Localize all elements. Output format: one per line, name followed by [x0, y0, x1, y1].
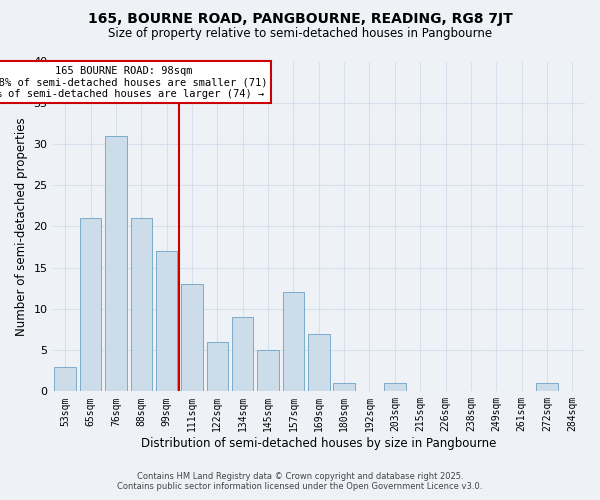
Y-axis label: Number of semi-detached properties: Number of semi-detached properties	[15, 117, 28, 336]
Bar	[334, 383, 355, 392]
Bar	[257, 350, 279, 392]
Bar	[105, 136, 127, 392]
Text: 165, BOURNE ROAD, PANGBOURNE, READING, RG8 7JT: 165, BOURNE ROAD, PANGBOURNE, READING, R…	[88, 12, 512, 26]
Bar	[55, 366, 76, 392]
Bar	[181, 284, 203, 392]
Text: Contains HM Land Registry data © Crown copyright and database right 2025.
Contai: Contains HM Land Registry data © Crown c…	[118, 472, 482, 491]
Bar	[308, 334, 329, 392]
Bar	[232, 317, 253, 392]
Bar	[80, 218, 101, 392]
Bar	[283, 292, 304, 392]
Text: Size of property relative to semi-detached houses in Pangbourne: Size of property relative to semi-detach…	[108, 28, 492, 40]
Bar	[206, 342, 228, 392]
X-axis label: Distribution of semi-detached houses by size in Pangbourne: Distribution of semi-detached houses by …	[141, 437, 496, 450]
Bar	[384, 383, 406, 392]
Bar	[131, 218, 152, 392]
Text: 165 BOURNE ROAD: 98sqm
← 48% of semi-detached houses are smaller (71)
50% of sem: 165 BOURNE ROAD: 98sqm ← 48% of semi-det…	[0, 66, 267, 99]
Bar	[156, 251, 178, 392]
Bar	[536, 383, 558, 392]
